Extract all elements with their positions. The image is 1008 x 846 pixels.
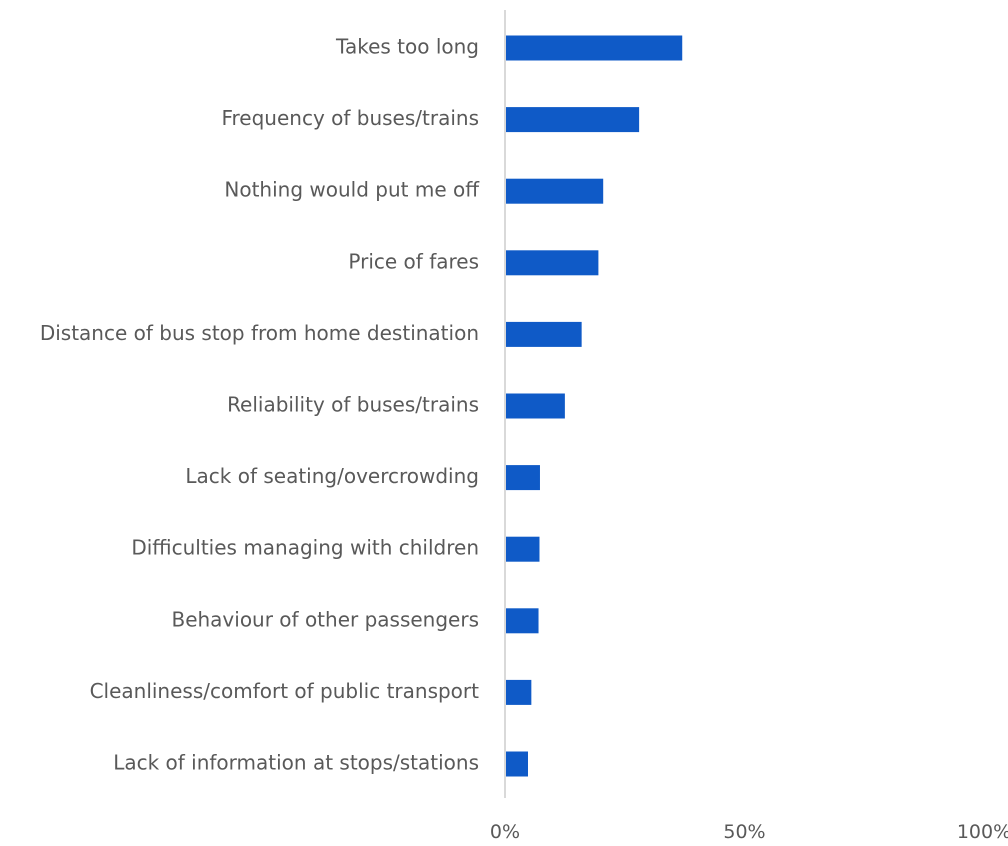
category-label: Lack of seating/overcrowding — [185, 464, 479, 488]
category-label: Price of fares — [348, 249, 479, 273]
bar — [505, 465, 540, 491]
category-label: Frequency of buses/trains — [221, 106, 479, 130]
category-label: Lack of information at stops/stations — [113, 751, 479, 775]
x-tick-label: 0% — [490, 821, 520, 843]
category-label: Cleanliness/comfort of public transport — [90, 679, 480, 703]
category-label: Takes too long — [335, 35, 479, 59]
bar — [505, 35, 683, 61]
bar — [505, 250, 599, 276]
category-label: Behaviour of other passengers — [171, 607, 479, 631]
category-label: Reliability of buses/trains — [227, 393, 479, 417]
x-axis-ticks: 0% 50% 100% — [490, 821, 1008, 843]
bar — [505, 536, 540, 562]
category-label: Distance of bus stop from home destinati… — [40, 321, 479, 345]
bar — [505, 679, 532, 705]
category-label: Nothing would put me off — [224, 178, 480, 202]
bar — [505, 393, 565, 419]
bar — [505, 751, 528, 777]
bar — [505, 608, 539, 634]
bar — [505, 178, 604, 204]
x-tick-label: 100% — [957, 821, 1008, 843]
category-labels: Takes too long Frequency of buses/trains N… — [40, 35, 480, 775]
x-tick-label: 50% — [723, 821, 765, 843]
bar — [505, 107, 640, 133]
bars — [505, 35, 683, 777]
bar — [505, 321, 582, 347]
category-label: Difficulties managing with children — [131, 536, 479, 560]
